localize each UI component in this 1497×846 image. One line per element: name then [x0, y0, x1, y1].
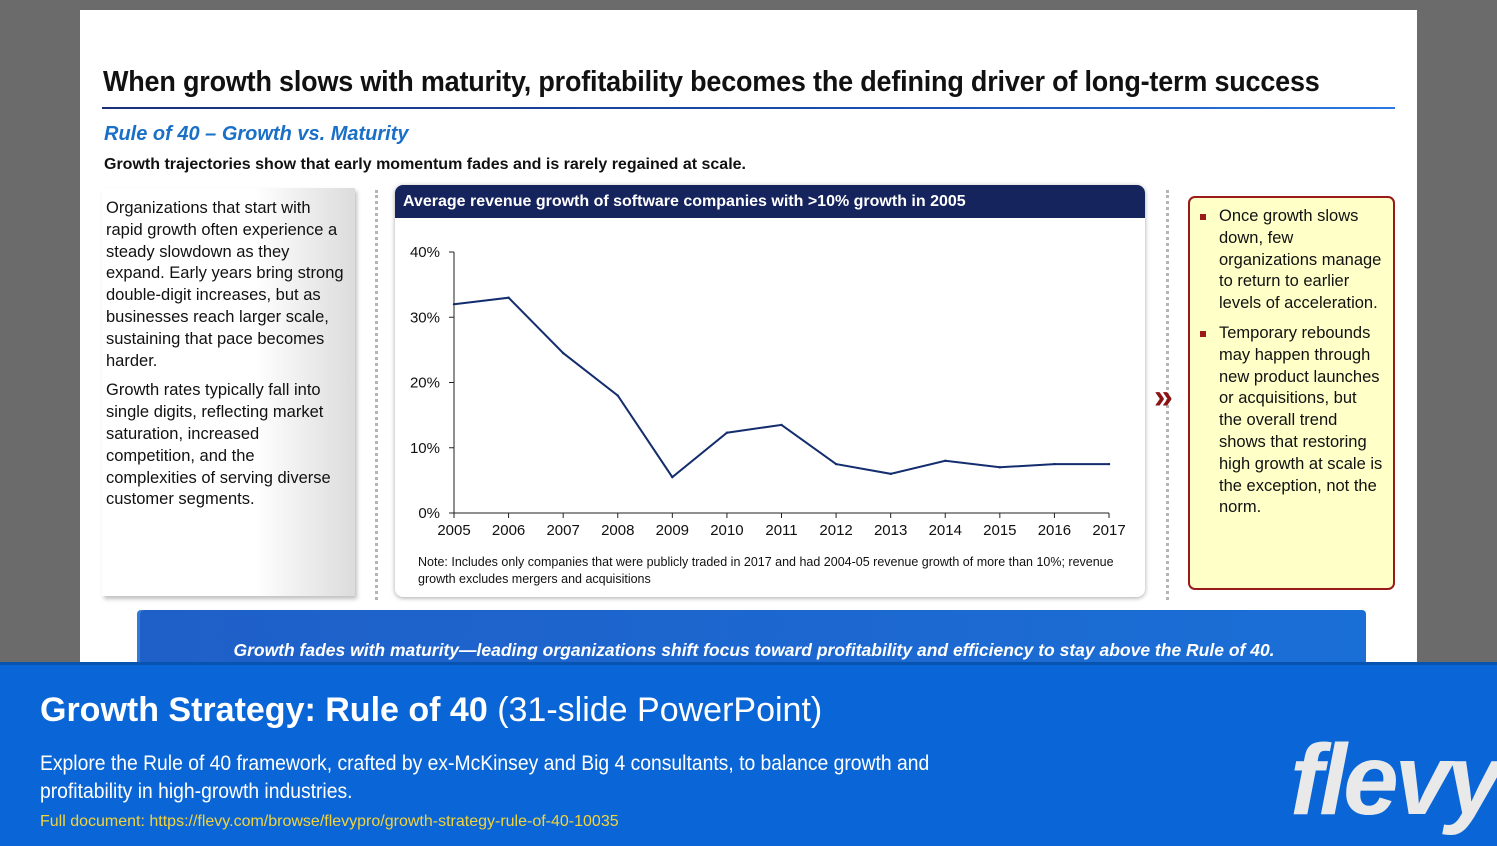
x-tick-label: 2017 — [1092, 522, 1125, 539]
chart-points — [452, 296, 1111, 479]
conclusion-banner: Growth fades with maturity—leading organ… — [140, 610, 1366, 670]
slide-tagline: Growth trajectories show that early mome… — [104, 156, 746, 173]
y-tick-label: 20% — [410, 375, 440, 392]
data-point — [834, 462, 838, 466]
right-callout-box: Once growth slows down, few organization… — [1188, 196, 1395, 590]
x-tick-label: 2009 — [656, 522, 689, 539]
chart-header: Average revenue growth of software compa… — [395, 185, 1145, 218]
dotted-divider-left — [375, 190, 378, 600]
data-point — [616, 394, 619, 397]
y-tick-label: 0% — [418, 505, 440, 522]
footer: Growth Strategy: Rule of 40 (31-slide Po… — [0, 662, 1497, 846]
data-point — [671, 475, 674, 479]
footer-description: Explore the Rule of 40 framework, crafte… — [40, 752, 930, 803]
x-tick-label: 2006 — [492, 522, 525, 539]
flevy-logo[interactable]: flevy — [1290, 724, 1497, 836]
right-bullet-2: Temporary rebounds may happen through ne… — [1200, 323, 1383, 519]
chevron-right-icon: » — [1154, 378, 1173, 416]
data-point — [780, 423, 783, 427]
slide: When growth slows with maturity, profita… — [80, 10, 1417, 670]
data-point — [889, 472, 892, 476]
chart-y-ticks: 0% 10% 20% 30% 40% — [410, 244, 454, 522]
line-chart: 0%10%20%30%40% 2005 2006 2007 2008 2009 2010 2… — [410, 244, 1126, 539]
x-tick-label: 2015 — [983, 522, 1016, 539]
data-point — [725, 431, 729, 434]
growth-series-line — [453, 296, 1109, 479]
data-point — [1053, 462, 1056, 466]
x-tick-label: 2011 — [765, 522, 797, 539]
chart-note: Note: Includes only companies that were … — [418, 555, 1114, 586]
title-rule — [102, 107, 1395, 109]
x-tick-label: 2012 — [819, 522, 852, 539]
x-tick-label: 2014 — [929, 522, 962, 539]
slide-subtitle: Rule of 40 – Growth vs. Maturity — [104, 123, 409, 145]
chart-card: Average revenue growth of software compa… — [395, 185, 1145, 597]
data-point — [1107, 462, 1111, 466]
conclusion-banner-text: Growth fades with maturity—leading organ… — [233, 640, 1275, 660]
x-tick-label: 2008 — [601, 522, 634, 539]
left-paragraph-2: Growth rates typically fall into single … — [106, 381, 331, 509]
x-tick-label: 2013 — [874, 522, 907, 539]
y-tick-label: 10% — [410, 440, 440, 457]
x-tick-label: 2016 — [1038, 522, 1071, 539]
footer-title-light: (31-slide PowerPoint) — [497, 691, 823, 729]
x-tick-label: 2005 — [437, 522, 470, 539]
data-point — [944, 459, 947, 462]
right-bullet-list: Once growth slows down, few organization… — [1190, 198, 1393, 519]
data-point — [452, 303, 456, 306]
dotted-divider-right — [1166, 190, 1169, 600]
data-point — [998, 466, 1002, 469]
right-bullet-1: Once growth slows down, few organization… — [1200, 206, 1383, 315]
x-tick-label: 2007 — [546, 522, 579, 539]
footer-title: Growth Strategy: Rule of 40 (31-slide Po… — [40, 691, 822, 730]
left-text-box: Organizations that start with rapid grow… — [102, 188, 355, 596]
y-tick-label: 30% — [410, 309, 440, 326]
chart-axes — [453, 252, 1109, 514]
data-point — [561, 351, 565, 355]
y-tick-label: 40% — [410, 244, 440, 261]
footer-title-bold: Growth Strategy: Rule of 40 — [40, 691, 488, 729]
slide-title: When growth slows with maturity, profita… — [103, 66, 1320, 98]
data-point — [507, 296, 510, 299]
x-tick-label: 2010 — [710, 522, 743, 539]
chart-x-ticks: 2005 2006 2007 2008 2009 2010 2011 2012 2013 2014… — [437, 513, 1126, 539]
left-paragraph-1: Organizations that start with rapid grow… — [106, 199, 344, 370]
footer-document-link[interactable]: Full document: https://flevy.com/browse/… — [40, 813, 619, 830]
